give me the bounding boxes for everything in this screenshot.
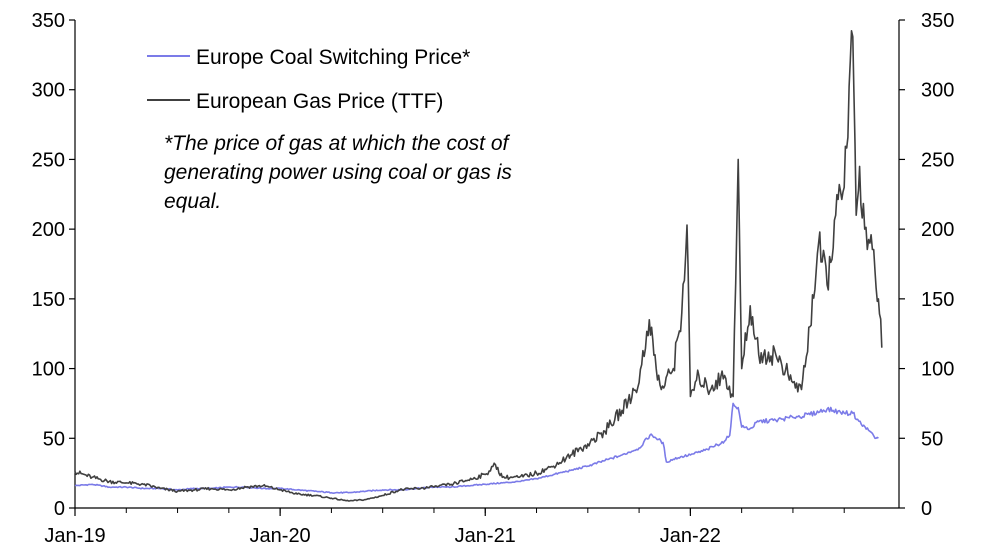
legend-label: European Gas Price (TTF) — [196, 90, 443, 113]
y-tick-label-right: 150 — [921, 289, 954, 311]
y-tick-label-left: 300 — [32, 80, 65, 102]
y-tick-label-right: 100 — [921, 359, 954, 381]
annotation: *The price of gas at which the cost of ge… — [164, 132, 512, 213]
legend: Europe Coal Switching Price* European Gas… — [147, 46, 470, 113]
y-tick-label-left: 350 — [32, 10, 65, 32]
y-tick-label-left: 0 — [54, 498, 65, 520]
y-tick-label-left: 200 — [32, 219, 65, 241]
y-tick-label-right: 200 — [921, 219, 954, 241]
x-tick-label: Jan-20 — [250, 525, 311, 547]
y-tick-label-right: 250 — [921, 149, 954, 171]
y-tick-label-left: 50 — [43, 428, 65, 450]
y-tick-label-right: 300 — [921, 80, 954, 102]
y-tick-label-right: 0 — [921, 498, 932, 520]
axes — [69, 19, 905, 516]
y-tick-label-right: 350 — [921, 10, 954, 32]
annotation-line: *The price of gas at which the cost of — [164, 132, 511, 155]
tick-labels: 0 0 50 50 100 100 150 150 200 200 250 250 300 300 350 3… — [32, 10, 955, 547]
x-tick-label: Jan-21 — [455, 525, 516, 547]
annotation-line: equal. — [164, 190, 221, 213]
y-tick-label-right: 50 — [921, 428, 943, 450]
y-tick-label-left: 150 — [32, 289, 65, 311]
series-lines — [74, 30, 883, 502]
legend-label: Europe Coal Switching Price* — [196, 46, 470, 69]
x-tick-label: Jan-22 — [660, 525, 721, 547]
y-tick-label-left: 100 — [32, 359, 65, 381]
series-line-gas-ttf — [74, 30, 883, 502]
y-tick-label-left: 250 — [32, 149, 65, 171]
x-tick-label: Jan-19 — [44, 525, 105, 547]
annotation-line: generating power using coal or gas is — [164, 161, 512, 184]
